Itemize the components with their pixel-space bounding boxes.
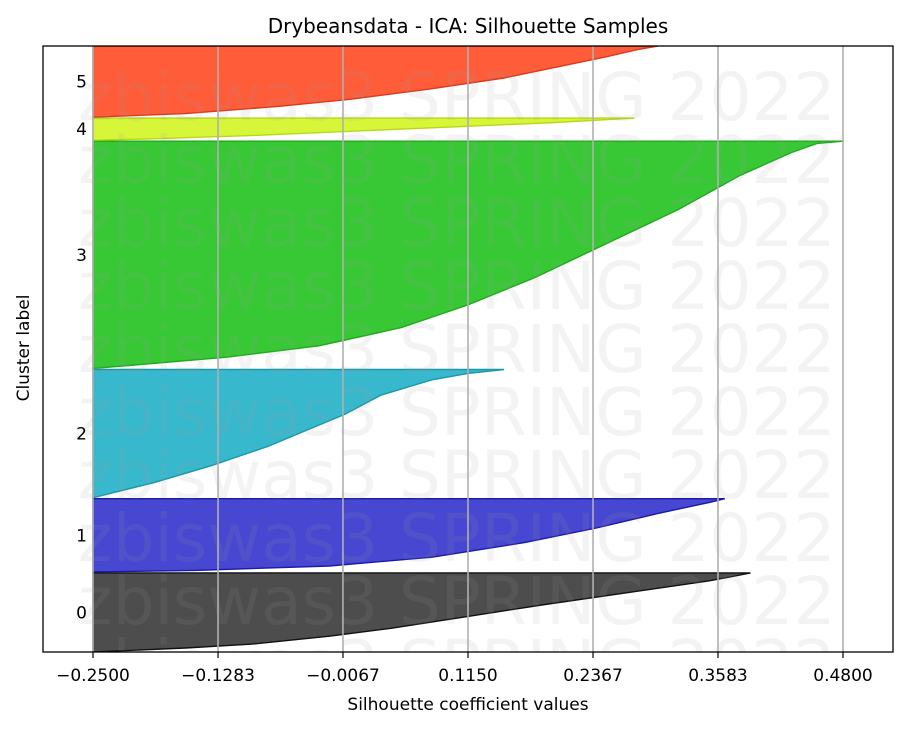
watermark-text: zbiswas3 SPRING 2022 bbox=[78, 122, 836, 199]
watermark-text: zbiswas3 SPRING 2022 bbox=[78, 59, 836, 136]
watermark-text: zbiswas3 SPRING 2022 bbox=[78, 374, 836, 451]
y-tick-label: 3 bbox=[76, 246, 87, 266]
x-tick-label: 0.4800 bbox=[813, 666, 872, 686]
x-tick-label: −0.2500 bbox=[56, 666, 130, 686]
x-tick-label: 0.3583 bbox=[688, 666, 747, 686]
y-tick-label: 1 bbox=[76, 526, 87, 546]
y-tick-label: 4 bbox=[76, 120, 87, 140]
watermark-text: zbiswas3 SPRING 2022 bbox=[78, 311, 836, 388]
grid-lines bbox=[92, 46, 844, 652]
x-tick-label: 0.2367 bbox=[563, 666, 622, 686]
watermark-text: zbiswas3 SPRING 2022 bbox=[78, 563, 836, 640]
y-axis-label: Cluster label bbox=[14, 295, 34, 402]
y-tick-label: 2 bbox=[76, 425, 87, 445]
x-tick-label: −0.1283 bbox=[181, 666, 255, 686]
x-axis-label: Silhouette coefficient values bbox=[347, 695, 588, 715]
watermark-text: zbiswas3 SPRING 2022 bbox=[78, 626, 836, 703]
watermark-text: zbiswas3 SPRING 2022 bbox=[78, 500, 836, 577]
y-axis-ticks: 0 1 2 3 4 5 bbox=[76, 73, 87, 624]
x-tick-label: 0.1150 bbox=[438, 666, 497, 686]
y-tick-label: 0 bbox=[76, 603, 87, 623]
y-tick-label: 5 bbox=[76, 73, 87, 93]
watermark-text: zbiswas3 SPRING 2022 bbox=[78, 185, 836, 262]
x-tick-label: −0.0067 bbox=[306, 666, 380, 686]
cluster-0-area bbox=[92, 572, 751, 652]
watermark-text: zbiswas3 SPRING 2022 bbox=[78, 437, 836, 514]
watermark-text: zbiswas3 SPRING 2022 bbox=[78, 248, 836, 325]
x-axis-ticks: −0.2500 −0.1283 −0.0067 0.1150 0.2367 0.3583 0… bbox=[56, 652, 873, 686]
chart-title: Drybeansdata - ICA: Silhouette Samples bbox=[268, 14, 669, 38]
